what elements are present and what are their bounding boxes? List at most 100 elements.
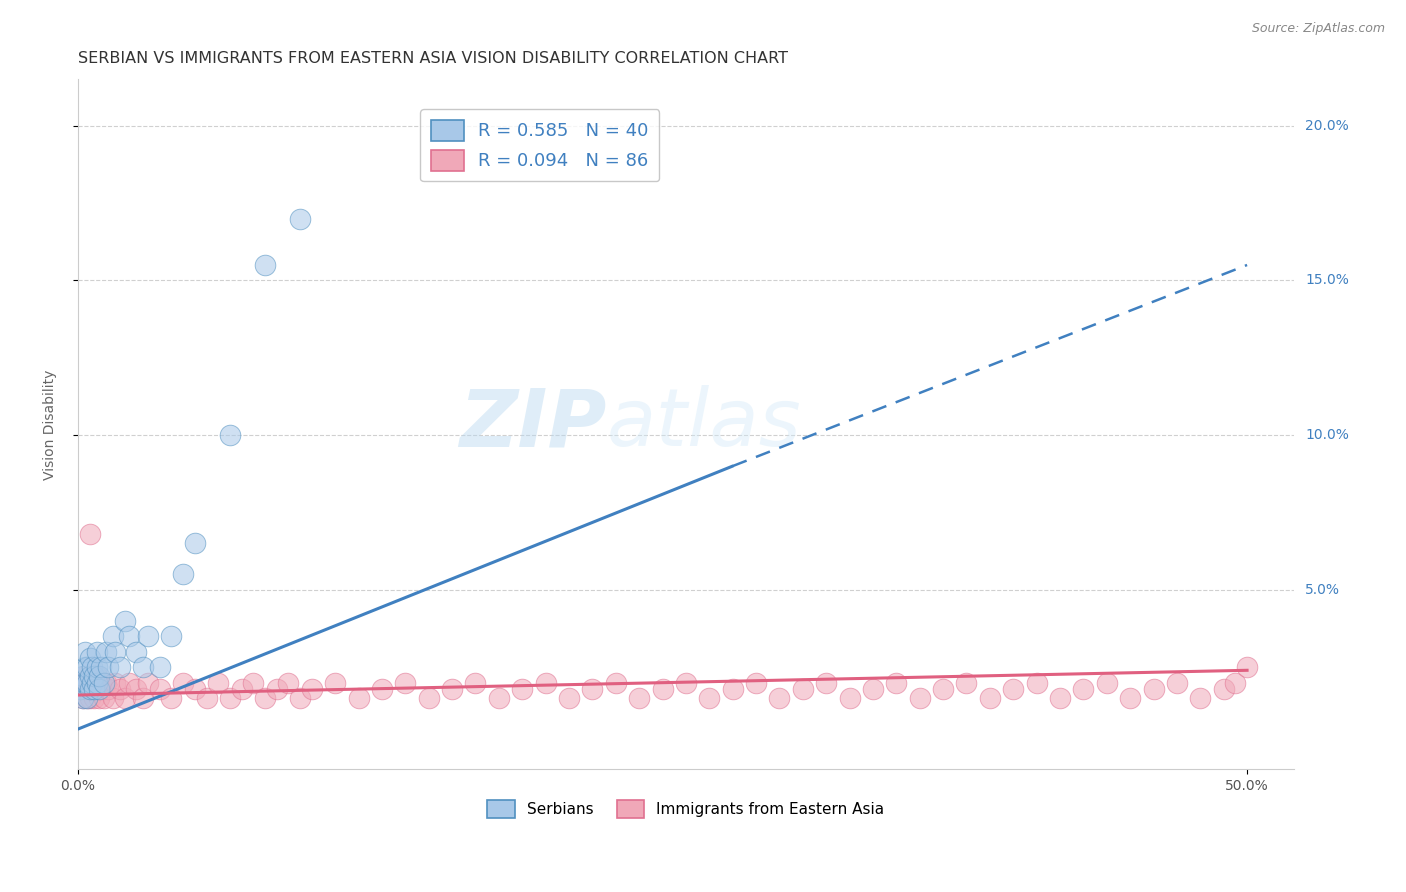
Point (605, 675, 627, 690)
Point (932, 681, 955, 696)
Point (464, 675, 486, 690)
Point (394, 675, 416, 690)
Point (76, 691, 98, 706)
Point (242, 675, 264, 690)
Point (768, 691, 790, 706)
Point (73, 675, 96, 690)
Point (87, 681, 110, 696)
Point (94, 675, 117, 690)
Point (79, 669, 101, 683)
Point (83, 675, 105, 690)
Point (1189, 691, 1212, 706)
Point (534, 675, 557, 690)
Point (347, 691, 370, 706)
Point (69, 681, 91, 696)
Point (104, 675, 127, 690)
Point (104, 645, 127, 659)
Point (79, 681, 101, 696)
Point (101, 629, 124, 643)
Point (86, 645, 108, 659)
Point (184, 536, 207, 550)
Point (80, 660, 103, 674)
Text: Source: ZipAtlas.com: Source: ZipAtlas.com (1251, 22, 1385, 36)
Point (132, 660, 155, 674)
Point (651, 681, 673, 696)
Point (219, 428, 242, 442)
Point (79, 527, 101, 541)
Point (86, 660, 108, 674)
Point (93, 691, 115, 706)
Point (441, 681, 464, 696)
Text: 20.0%: 20.0% (1305, 119, 1348, 133)
Point (1166, 675, 1188, 690)
Point (76, 675, 98, 690)
Point (93, 675, 115, 690)
Point (79, 651, 101, 665)
Text: 10.0%: 10.0% (1305, 428, 1348, 442)
Point (83, 681, 105, 696)
Point (697, 691, 720, 706)
Point (908, 691, 931, 706)
Point (1049, 691, 1071, 706)
Point (149, 660, 172, 674)
Point (72, 675, 94, 690)
Point (73, 660, 96, 674)
Point (371, 681, 394, 696)
Point (277, 675, 299, 690)
Point (172, 567, 194, 582)
Point (136, 675, 159, 690)
Point (1095, 675, 1118, 690)
Point (79, 691, 101, 706)
Point (1212, 681, 1234, 696)
Point (184, 681, 207, 696)
Point (792, 681, 814, 696)
Point (955, 675, 977, 690)
Point (149, 681, 172, 696)
Point (815, 675, 838, 690)
Text: SERBIAN VS IMMIGRANTS FROM EASTERN ASIA VISION DISABILITY CORRELATION CHART: SERBIAN VS IMMIGRANTS FROM EASTERN ASIA … (77, 51, 787, 66)
Point (118, 675, 141, 690)
Point (90, 681, 112, 696)
Point (160, 691, 183, 706)
Point (160, 629, 183, 643)
Point (94, 645, 117, 659)
Point (83, 669, 105, 683)
Point (76, 660, 98, 674)
Point (172, 675, 194, 690)
Point (323, 675, 346, 690)
Point (207, 675, 229, 690)
Point (1225, 675, 1247, 690)
Point (288, 691, 311, 706)
Point (1119, 691, 1142, 706)
Point (721, 681, 744, 696)
Point (628, 691, 651, 706)
Point (80, 681, 103, 696)
Point (114, 614, 136, 628)
Point (862, 681, 884, 696)
Point (266, 681, 288, 696)
Text: ZIP: ZIP (460, 385, 607, 463)
Point (97, 681, 120, 696)
Point (488, 691, 510, 706)
Point (558, 691, 581, 706)
Point (1002, 681, 1025, 696)
Point (72, 669, 94, 683)
Point (125, 681, 148, 696)
Point (114, 691, 136, 706)
Text: atlas: atlas (607, 385, 801, 463)
Point (80, 675, 103, 690)
Point (76, 675, 98, 690)
Point (886, 675, 908, 690)
Point (83, 691, 105, 706)
Point (675, 675, 697, 690)
Point (73, 645, 96, 659)
Point (97, 660, 120, 674)
Point (108, 681, 131, 696)
Point (86, 669, 108, 683)
Point (132, 691, 155, 706)
Point (231, 681, 253, 696)
Point (219, 691, 242, 706)
Point (745, 675, 768, 690)
Point (301, 681, 323, 696)
Point (510, 681, 533, 696)
